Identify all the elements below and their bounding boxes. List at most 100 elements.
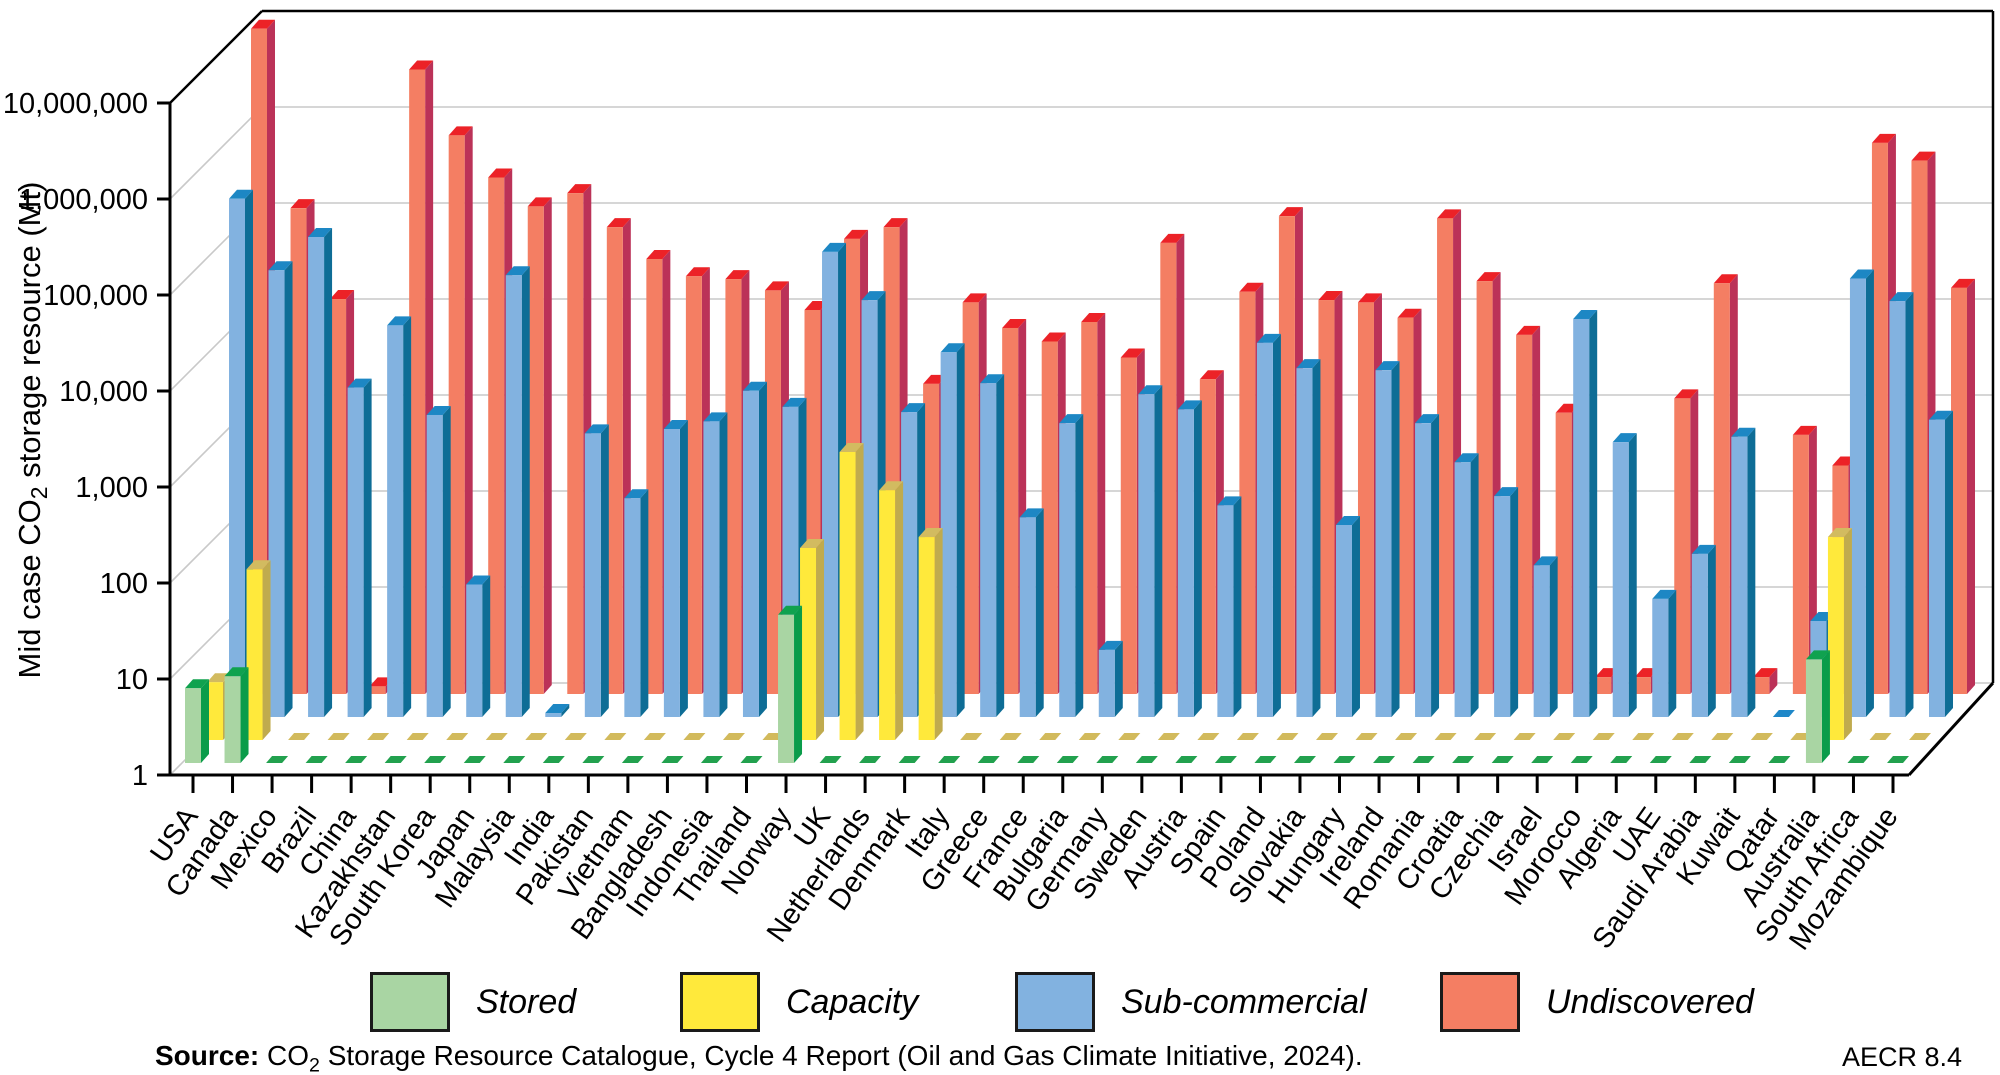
bar-side-Czechia-sub-commercial [1549, 556, 1558, 717]
bar-cap-Australia-stored [1805, 650, 1830, 660]
bar-side-Mozambique-undiscovered [1967, 278, 1976, 694]
bar-cap-Norway-undiscovered [844, 229, 869, 239]
bar-Australia-undiscovered [1871, 142, 1888, 695]
bar-Norway-stored [778, 614, 795, 763]
bar-South Korea-undiscovered [488, 177, 505, 694]
bar-cap-Netherlands-capacity [879, 481, 904, 491]
bar-cap-Mexico-undiscovered [330, 290, 355, 300]
zero-marker-Greece-stored [977, 756, 1000, 763]
bar-Algeria-undiscovered [1674, 398, 1691, 694]
bar-side-Bulgaria-sub-commercial [1114, 640, 1123, 717]
bar-Germany-undiscovered [1160, 242, 1177, 695]
bar-cap-USA-stored [185, 679, 209, 689]
bar-cap-South Korea-undiscovered [488, 168, 513, 178]
bar-side-Canada-stored [240, 667, 249, 763]
bar-side-Australia-stored [1821, 650, 1830, 763]
bar-cap-UK-undiscovered [883, 218, 908, 228]
legend-label-sub-commercial: Sub-commercial [1121, 982, 1367, 1021]
bar-Sweden-sub-commercial [1177, 409, 1194, 717]
bar-side-Austria-sub-commercial [1233, 496, 1242, 717]
bar-side-Saudi Arabia-sub-commercial [1747, 427, 1756, 717]
bar-Czechia-undiscovered [1555, 412, 1572, 694]
zero-marker-Kuwait-capacity [1750, 733, 1773, 740]
bar-USA-capacity [207, 682, 223, 740]
zero-marker-Croatia-capacity [1474, 733, 1497, 740]
bar-cap-Australia-sub-commercial [1849, 269, 1874, 279]
bar-Sweden-undiscovered [1199, 379, 1216, 694]
bar-side-Brazil-sub-commercial [363, 378, 372, 717]
zero-marker-Indonesia-stored [700, 756, 723, 763]
bar-side-Poland-sub-commercial [1312, 359, 1321, 717]
bar-cap-Poland-undiscovered [1318, 291, 1343, 301]
zero-marker-Italy-capacity [960, 733, 983, 740]
sub-commercial-swatch [1015, 972, 1095, 1032]
zero-marker-Morocco-capacity [1592, 733, 1615, 740]
bar-Kazakhstan-sub-commercial [426, 414, 443, 717]
bar-cap-USA-sub-commercial [229, 189, 253, 199]
bar-cap-Malaysia-sub-commercial [545, 704, 570, 714]
bar-cap-Poland-sub-commercial [1296, 359, 1321, 369]
zero-marker-Israel-capacity [1553, 733, 1576, 740]
bar-side-Italy-sub-commercial [996, 374, 1005, 717]
bar-cap-Greece-undiscovered [1041, 332, 1066, 342]
zero-marker-France-stored [1017, 756, 1040, 763]
bar-cap-Ireland-undiscovered [1437, 209, 1462, 219]
bar-cap-Saudi Arabia-sub-commercial [1731, 427, 1756, 437]
bar-cap-Netherlands-sub-commercial [901, 403, 926, 413]
bar-Pakistan-undiscovered [646, 258, 663, 694]
zero-marker-Indonesia-capacity [722, 733, 745, 740]
zero-marker-Mexico-capacity [288, 733, 311, 740]
zero-marker-Spain-stored [1214, 756, 1237, 763]
zero-marker-UAE-stored [1649, 756, 1672, 763]
bar-side-Slovakia-sub-commercial [1351, 516, 1360, 717]
bar-Australia-sub-commercial [1849, 278, 1866, 717]
storage-resource-3d-bar-chart: 1 10 100 1,000 10,000 100,000 1,000,000 10,000,… [3, 9, 1995, 956]
legend-label-stored: Stored [476, 982, 577, 1021]
bar-side-China-sub-commercial [403, 316, 412, 717]
bar-Romania-sub-commercial [1454, 462, 1471, 717]
zero-marker-Bangladesh-capacity [683, 733, 706, 740]
zero-marker-Italy-stored [938, 756, 961, 763]
undiscovered-swatch [1440, 972, 1520, 1032]
bar-cap-Japan-undiscovered [527, 197, 552, 207]
zero-marker-Germany-capacity [1118, 733, 1141, 740]
zero-marker-Qatar-stored [1768, 756, 1791, 763]
zero-marker-Algeria-stored [1610, 756, 1633, 763]
zero-marker-Bulgaria-stored [1056, 756, 1079, 763]
bar-cap-China-undiscovered [409, 60, 434, 70]
zero-marker-Slovakia-stored [1293, 756, 1316, 763]
bar-cap-Saudi Arabia-undiscovered [1753, 668, 1778, 678]
bar-cap-Bangladesh-sub-commercial [703, 412, 728, 422]
bar-side-South Korea-sub-commercial [482, 575, 491, 717]
bar-Austria-sub-commercial [1217, 505, 1234, 717]
bar-Canada-sub-commercial [268, 270, 285, 717]
bar-Slovakia-undiscovered [1357, 302, 1374, 694]
zero-marker-UAE-capacity [1671, 733, 1694, 740]
bar-side-France-sub-commercial [1075, 414, 1084, 717]
bar-cap-Morocco-sub-commercial [1612, 433, 1637, 443]
zero-marker-Bangladesh-stored [661, 756, 684, 763]
capacity-swatch [680, 972, 760, 1032]
bar-cap-Sweden-undiscovered [1199, 370, 1224, 380]
bar-UK-capacity [839, 452, 856, 740]
bar-side-Australia-sub-commercial [1865, 269, 1874, 717]
bar-side-USA-stored [201, 679, 209, 763]
y-tick-label: 1 [132, 760, 148, 792]
zero-marker-Denmark-stored [898, 756, 921, 763]
y-tick-label: 1,000 [75, 472, 148, 504]
bar-USA-stored [185, 688, 201, 763]
bar-cap-Romania-sub-commercial [1454, 453, 1479, 463]
legend-label-capacity: Capacity [786, 982, 919, 1021]
bar-Denmark-undiscovered [962, 302, 979, 694]
bar-Canada-stored [224, 676, 241, 763]
top-left-diagonal [169, 10, 263, 104]
bar-cap-Slovakia-sub-commercial [1335, 516, 1360, 525]
bar-side-Kazakhstan-sub-commercial [442, 405, 451, 717]
bar-Romania-undiscovered [1476, 281, 1493, 694]
zero-marker-Netherlands-stored [859, 756, 882, 763]
bar-side-Morocco-sub-commercial [1628, 433, 1637, 717]
bar-cap-Italy-undiscovered [1002, 318, 1027, 328]
bar-Norway-capacity [800, 548, 817, 740]
bar-Mexico-sub-commercial [308, 237, 325, 717]
bar-USA-sub-commercial [229, 198, 245, 718]
